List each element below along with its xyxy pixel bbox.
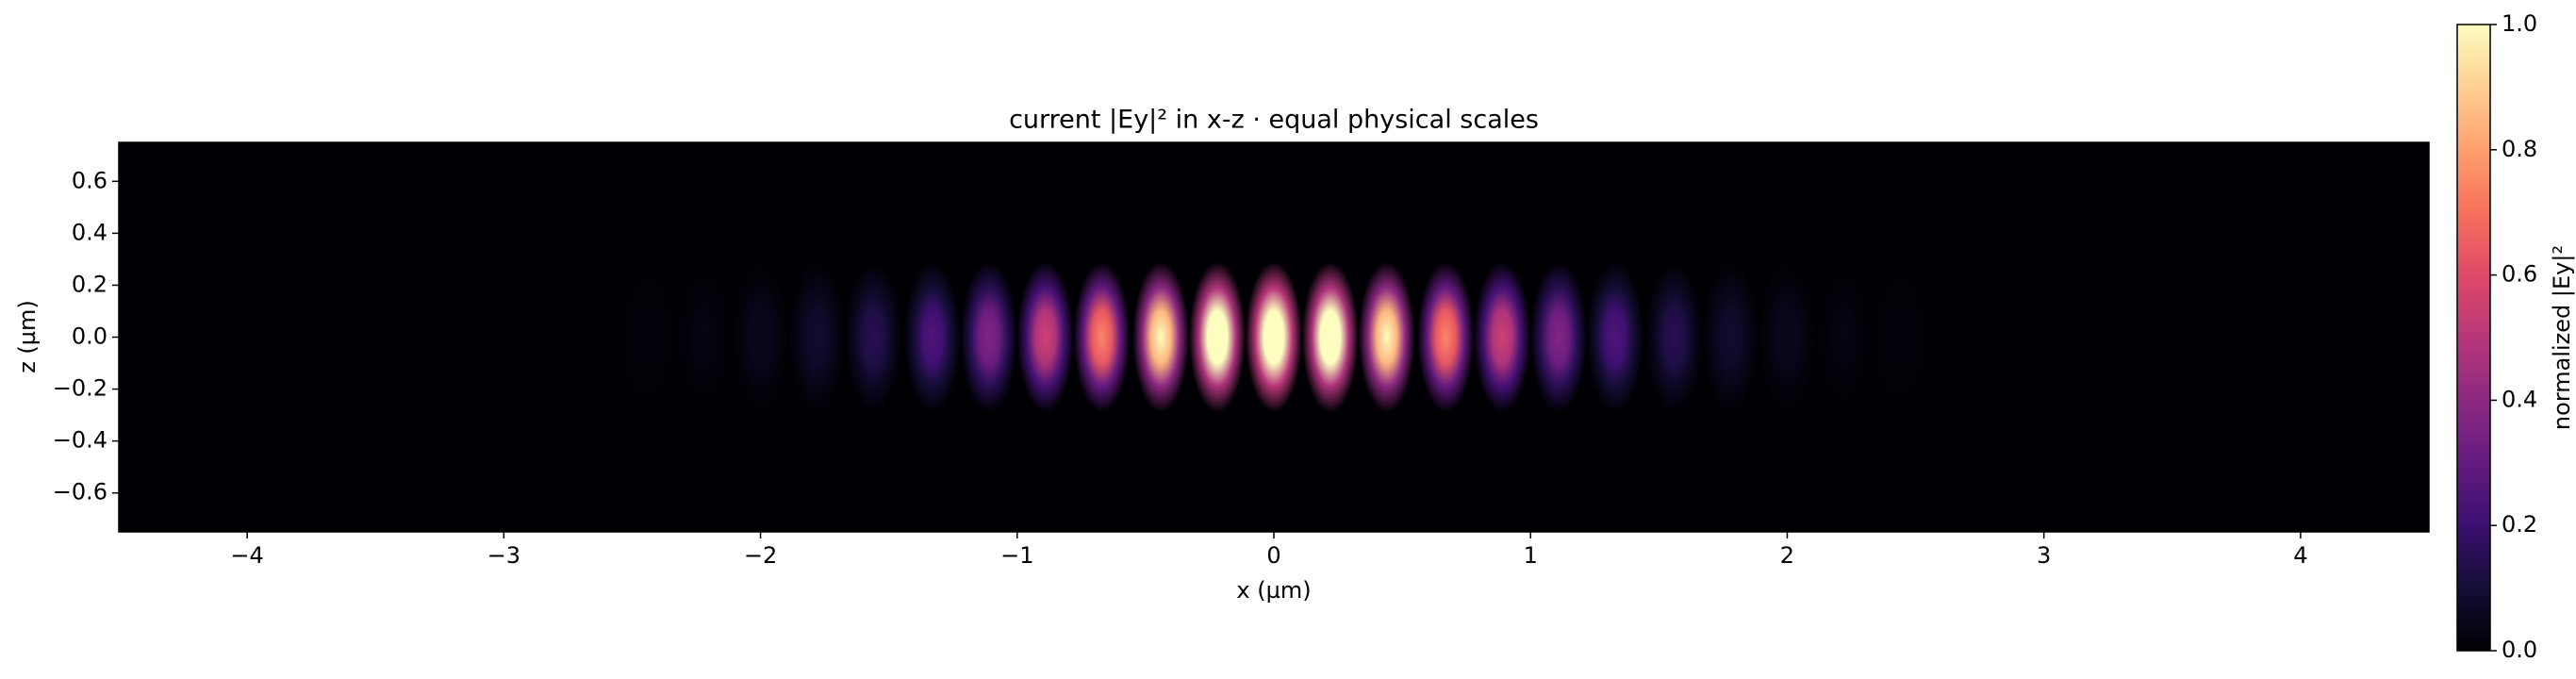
field-lobe bbox=[1872, 261, 1929, 413]
y-tick-label: 0.4 bbox=[72, 219, 107, 245]
field-lobe bbox=[1189, 261, 1247, 413]
x-axis-label: x (µm) bbox=[1236, 577, 1311, 604]
field-lobe bbox=[1815, 261, 1873, 413]
field-lobe bbox=[845, 261, 902, 413]
colorbar-tick-label: 0.0 bbox=[2502, 637, 2537, 663]
y-tick-label: −0.4 bbox=[53, 427, 107, 454]
field-lobe bbox=[903, 261, 961, 413]
x-tick-label: 2 bbox=[1780, 542, 1794, 569]
x-tick-label: −2 bbox=[744, 542, 777, 569]
x-tick-label: 1 bbox=[1524, 542, 1538, 569]
field-lobe bbox=[619, 261, 676, 413]
x-tick-label: 3 bbox=[2037, 542, 2051, 569]
field-lobe bbox=[1016, 261, 1074, 413]
chart-title: current |Ey|² in x-z · equal physical sc… bbox=[1009, 106, 1539, 135]
colorbar-tick-label: 0.4 bbox=[2502, 386, 2537, 412]
y-tick-label: 0.0 bbox=[72, 323, 107, 350]
colorbar-tick-label: 1.0 bbox=[2502, 10, 2537, 37]
colorbar-tick-label: 0.2 bbox=[2502, 511, 2537, 538]
field-lobe bbox=[960, 261, 1017, 413]
y-tick-label: 0.6 bbox=[72, 167, 107, 193]
x-tick-label: 0 bbox=[1266, 542, 1280, 569]
y-tick-label: −0.6 bbox=[53, 479, 107, 505]
x-tick-label: −4 bbox=[230, 542, 263, 569]
colorbar bbox=[2456, 24, 2491, 652]
y-tick-label: −0.2 bbox=[53, 375, 107, 402]
field-lobe bbox=[788, 261, 846, 413]
heatmap-field bbox=[619, 261, 1929, 413]
field-lobe bbox=[1358, 261, 1415, 413]
field-lobe bbox=[1073, 261, 1131, 413]
colorbar-tick-label: 0.6 bbox=[2502, 261, 2537, 288]
field-lobe bbox=[1474, 261, 1531, 413]
colorbar-tick-label: 0.8 bbox=[2502, 136, 2537, 162]
field-lobe bbox=[1645, 261, 1703, 413]
colorbar-label: normalized |Ey|² bbox=[2549, 245, 2575, 430]
field-lobe bbox=[732, 261, 789, 413]
field-lobe bbox=[675, 261, 733, 413]
field-lobe bbox=[1530, 261, 1588, 413]
y-axis-label: z (µm) bbox=[14, 300, 41, 373]
x-tick-label: −1 bbox=[1000, 542, 1033, 569]
x-tick-label: 4 bbox=[2293, 542, 2307, 569]
field-lobe bbox=[1301, 261, 1359, 413]
x-tick-label: −3 bbox=[487, 542, 520, 569]
y-tick-label: 0.2 bbox=[72, 271, 107, 297]
field-lobe bbox=[1417, 261, 1475, 413]
field-lobe bbox=[1246, 261, 1302, 413]
field-lobe bbox=[1759, 261, 1816, 413]
field-lobe bbox=[1132, 261, 1190, 413]
field-lobe bbox=[1587, 261, 1644, 413]
field-lobe bbox=[1702, 261, 1759, 413]
